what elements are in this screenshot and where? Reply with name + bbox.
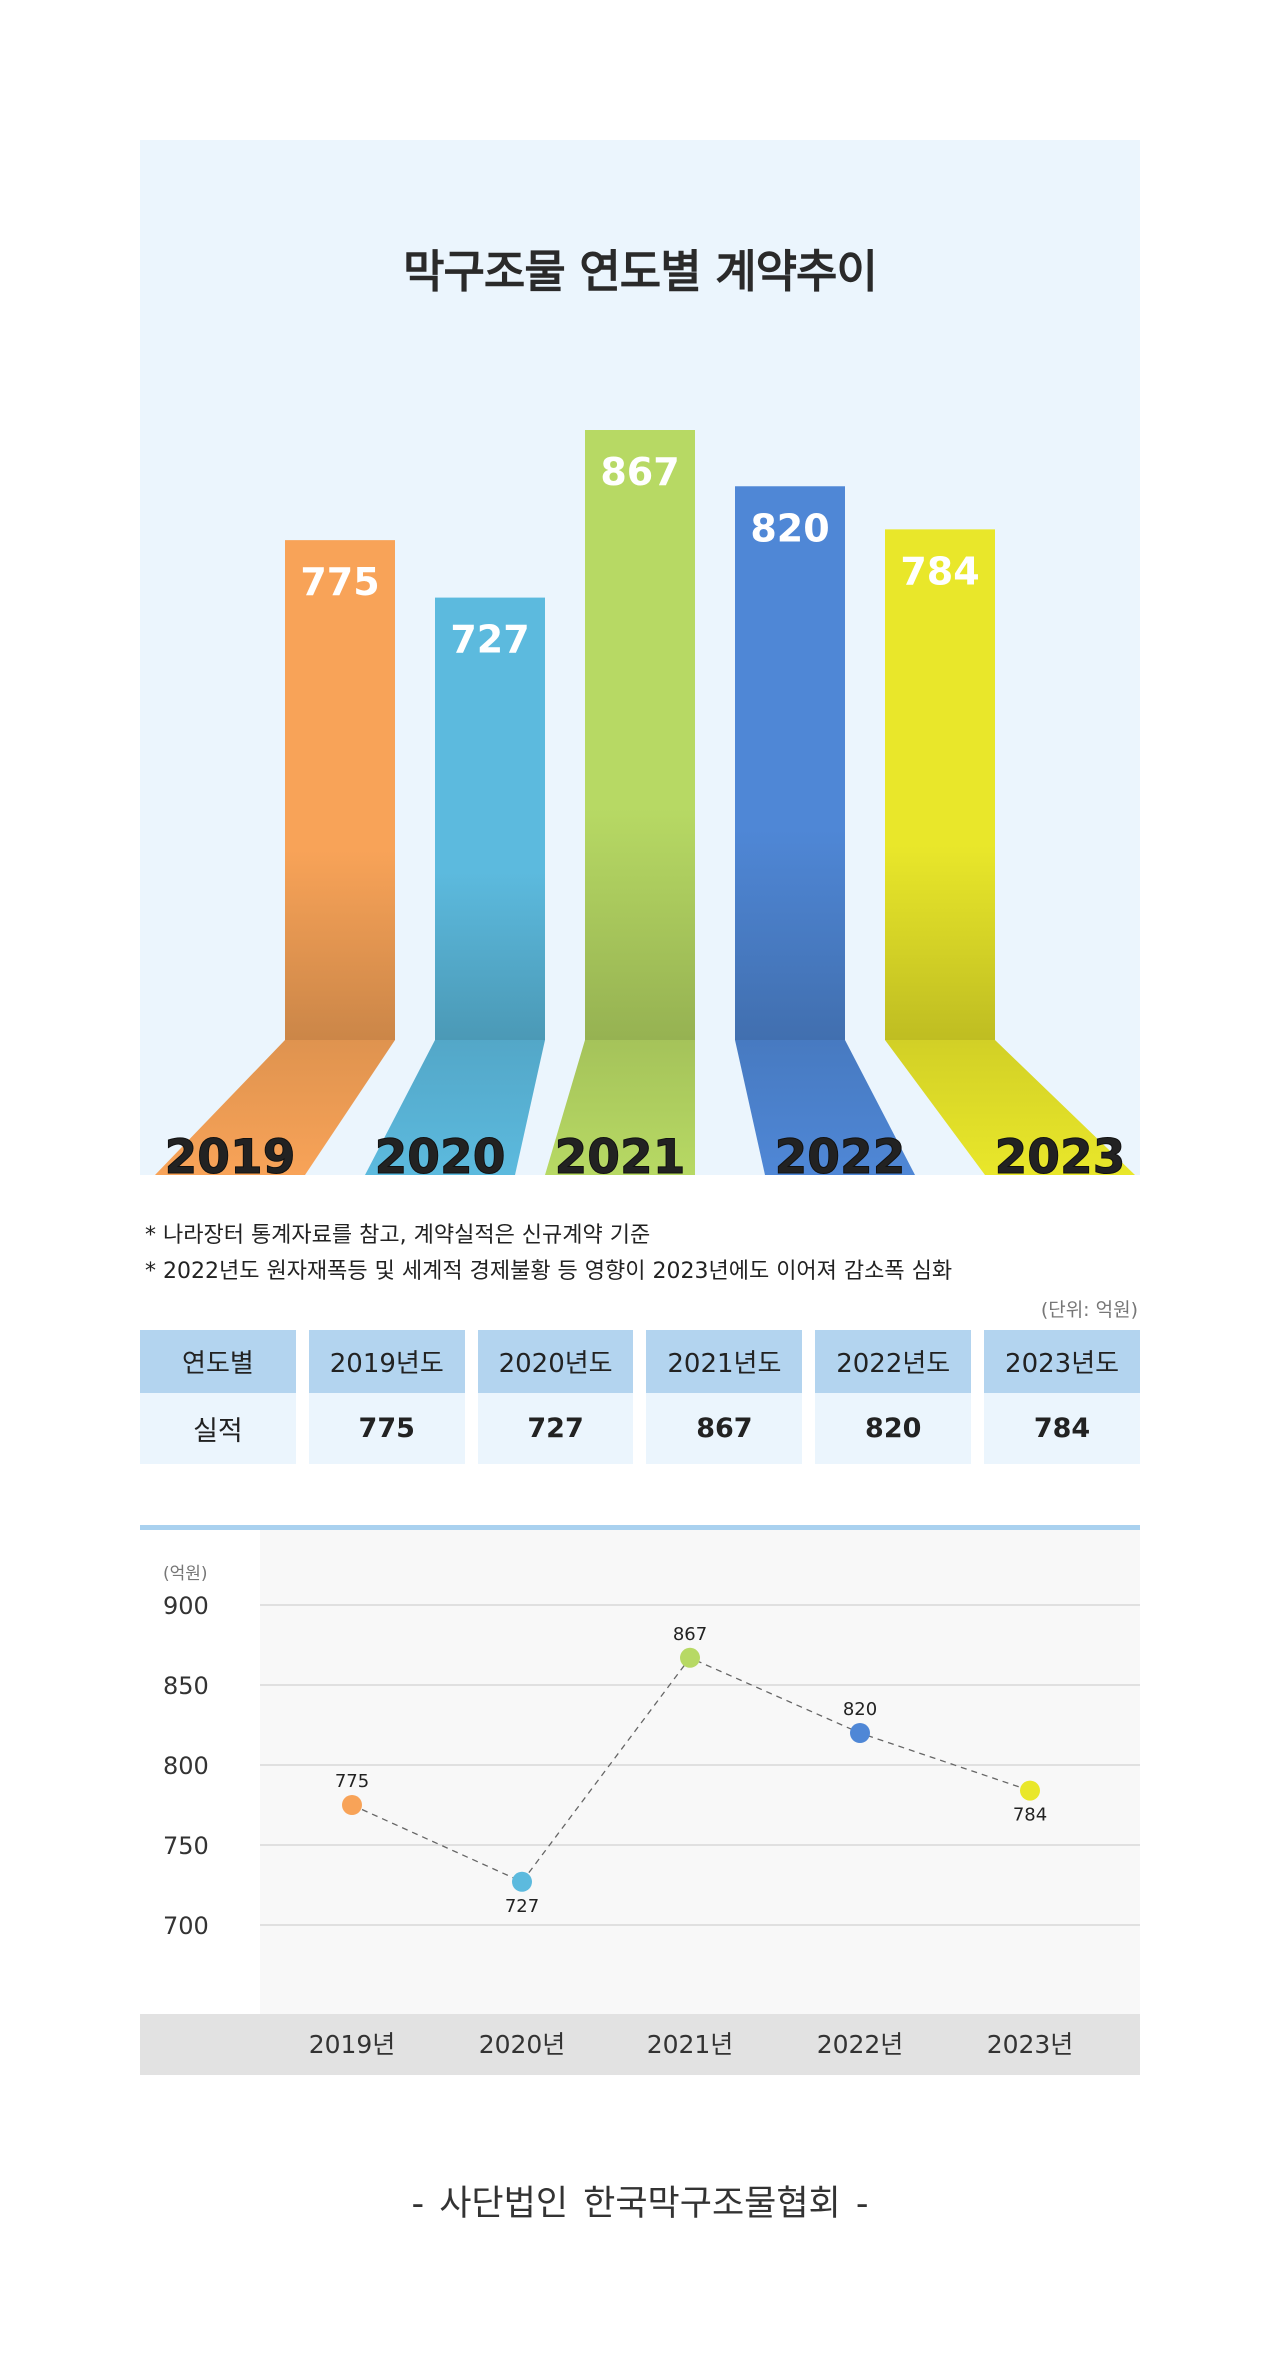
y-tick-label: 900 — [163, 1592, 209, 1620]
line-point-2021년 — [680, 1647, 700, 1668]
bar-category-label: 2023 — [995, 1130, 1126, 1175]
line-chart-x-axis-band — [140, 2014, 1140, 2075]
bar-category-label: 2019 — [165, 1130, 296, 1175]
table-column-2022: 2022년도 820 — [815, 1330, 972, 1464]
line-data-label: 820 — [843, 1699, 877, 1720]
line-data-label: 784 — [1013, 1805, 1047, 1826]
bar-category-label: 2021 — [555, 1130, 686, 1175]
bar-2020 — [435, 597, 545, 1040]
line-chart-unit-label: (억원) — [163, 1564, 208, 1584]
table-value-cell: 727 — [477, 1393, 634, 1464]
line-point-2022년 — [850, 1723, 870, 1743]
table-header-cell: 2021년도 — [646, 1330, 803, 1393]
bar-floor-2021 — [545, 1040, 695, 1175]
bar-floor-2020 — [365, 1040, 545, 1175]
table-column-2021: 2021년도 867 — [646, 1330, 803, 1464]
line-series — [351, 1656, 1031, 1883]
table-header-cell: 2020년도 — [477, 1330, 634, 1393]
bar-value-label: 867 — [600, 450, 679, 494]
bar-chart-svg: 775 2019 727 2020 867 2021 820 2022 784 2023 — [155, 430, 1135, 1175]
performance-table: 연도별 실적 2019년도 775 2020년도 727 2021년도 867 … — [140, 1330, 1140, 1464]
bar-category-label: 2020 — [375, 1130, 506, 1175]
bar-value-label: 727 — [450, 618, 529, 662]
table-header-cell: 2023년도 — [984, 1330, 1140, 1393]
bar-floor-2023 — [885, 1040, 1135, 1175]
line-data-label: 727 — [505, 1896, 539, 1917]
table-value-cell: 820 — [815, 1393, 972, 1464]
bar-floor-2019 — [155, 1040, 395, 1175]
bar-2019 — [285, 540, 395, 1040]
table-column-2020: 2020년도 727 — [477, 1330, 634, 1464]
line-point-2023년 — [1020, 1780, 1040, 1801]
table-header-cell: 2019년도 — [308, 1330, 465, 1393]
x-tick-label: 2023년 — [987, 2030, 1074, 2059]
table-header-cell: 연도별 — [140, 1330, 296, 1393]
table-header-cell: 2022년도 — [815, 1330, 972, 1393]
table-row-label: 실적 — [140, 1393, 296, 1464]
x-tick-label: 2019년 — [309, 2030, 396, 2059]
footer-organization: - 사단법인 한국막구조물협회 - — [411, 2184, 869, 2224]
y-tick-label: 850 — [163, 1672, 209, 1700]
bar-floor-2022 — [735, 1040, 915, 1175]
table-value-cell: 867 — [646, 1393, 803, 1464]
note-source: * 나라장터 통계자료를 참고, 계약실적은 신규계약 기준 — [145, 1223, 651, 1248]
line-chart-top-border — [140, 1525, 1140, 1530]
bar-category-label: 2022 — [775, 1130, 906, 1175]
bar-value-label: 775 — [300, 560, 379, 604]
line-point-2020년 — [512, 1871, 532, 1892]
y-tick-label: 750 — [163, 1832, 209, 1860]
y-tick-label: 700 — [163, 1912, 209, 1940]
table-column-header: 연도별 실적 — [140, 1330, 296, 1464]
note-trend: * 2022년도 원자재폭등 및 세계적 경제불황 등 영향이 2023년에도 … — [145, 1259, 953, 1284]
x-tick-label: 2021년 — [647, 2030, 734, 2059]
unit-label: (단위: 억원) — [1040, 1299, 1138, 1321]
table-value-cell: 775 — [308, 1393, 465, 1464]
table-column-2023: 2023년도 784 — [984, 1330, 1140, 1464]
table-column-2019: 2019년도 775 — [308, 1330, 465, 1464]
line-chart-panel: (억원) 900 850 800 750 700 775 2019년 727 2020년 867 2… — [140, 1525, 1140, 2075]
bar-value-label: 784 — [900, 549, 979, 593]
bar-chart-title: 막구조물 연도별 계약추이 — [403, 245, 878, 298]
bar-2022 — [735, 486, 845, 1041]
line-data-label: 775 — [335, 1771, 369, 1792]
line-chart-plot-area — [260, 1530, 1140, 2014]
line-point-2019년 — [342, 1795, 362, 1815]
line-data-label: 867 — [673, 1624, 707, 1645]
bar-2021 — [585, 430, 695, 1040]
x-tick-label: 2022년 — [817, 2030, 904, 2059]
y-tick-label: 800 — [163, 1752, 209, 1780]
bar-chart-panel: 막구조물 연도별 계약추이 775 2019 727 2020 867 2021 820 20… — [140, 140, 1140, 1175]
x-tick-label: 2020년 — [479, 2030, 566, 2059]
line-chart-svg: 900 850 800 750 700 775 2019년 727 2020년 867 2021년 8… — [163, 1592, 1140, 2059]
bar-value-label: 820 — [750, 506, 829, 550]
bar-2023 — [885, 529, 995, 1040]
table-value-cell: 784 — [984, 1393, 1140, 1464]
